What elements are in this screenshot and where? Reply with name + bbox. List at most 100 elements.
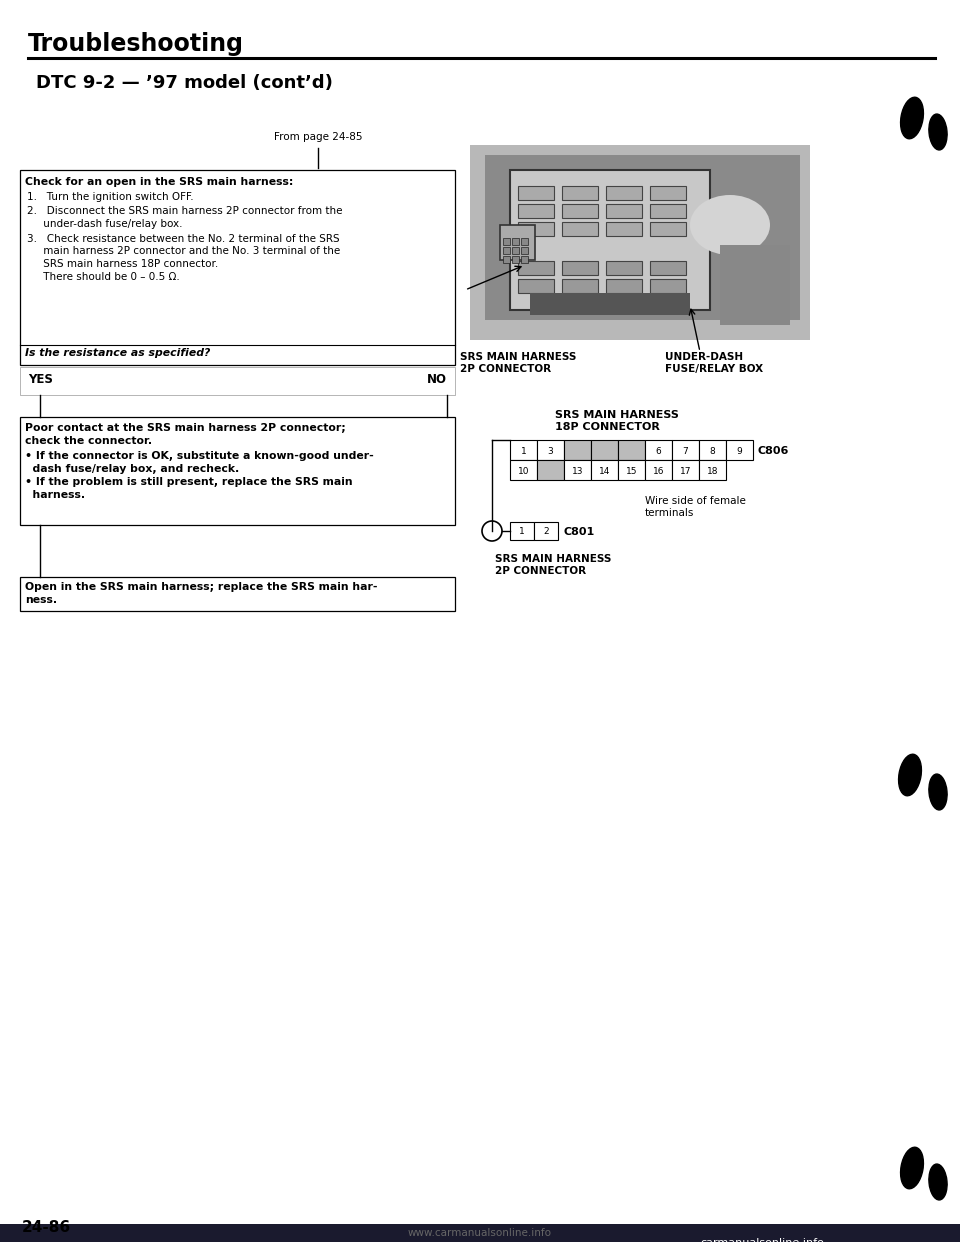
Text: 17: 17	[680, 467, 691, 476]
Bar	[518, 204, 554, 219]
Bar	[20, 170, 455, 365]
Text: • If the problem is still present, replace the SRS main: • If the problem is still present, repla…	[25, 477, 352, 487]
Bar	[470, 145, 810, 340]
Bar	[510, 170, 710, 310]
Bar	[720, 245, 790, 325]
Text: 16: 16	[653, 467, 664, 476]
Bar	[645, 460, 672, 479]
Text: 7: 7	[683, 447, 688, 456]
Ellipse shape	[900, 1148, 924, 1189]
Bar	[518, 261, 554, 274]
Bar	[562, 204, 598, 219]
Bar	[564, 460, 591, 479]
Bar	[606, 204, 642, 219]
Bar	[562, 279, 598, 293]
Text: Wire side of female: Wire side of female	[645, 496, 746, 505]
Text: 2P CONNECTOR: 2P CONNECTOR	[460, 364, 551, 374]
Bar	[518, 186, 554, 200]
Text: 2.   Disconnect the SRS main harness 2P connector from the
     under-dash fuse/: 2. Disconnect the SRS main harness 2P co…	[27, 206, 343, 229]
Bar	[606, 186, 642, 200]
Text: SRS MAIN HARNESS: SRS MAIN HARNESS	[495, 554, 612, 564]
Bar	[645, 440, 672, 460]
Text: dash fuse/relay box, and recheck.: dash fuse/relay box, and recheck.	[25, 465, 239, 474]
Text: Poor contact at the SRS main harness 2P connector;: Poor contact at the SRS main harness 2P …	[25, 424, 346, 433]
Bar	[534, 522, 558, 540]
Bar	[606, 222, 642, 236]
Text: • If the connector is OK, substitute a known-good under-: • If the connector is OK, substitute a k…	[25, 451, 373, 461]
Text: 2: 2	[543, 528, 549, 537]
Bar	[562, 186, 598, 200]
Bar	[591, 460, 618, 479]
Bar	[537, 440, 564, 460]
Bar	[650, 261, 686, 274]
Bar	[503, 238, 510, 245]
Bar	[512, 256, 519, 263]
Bar	[510, 522, 534, 540]
Text: www.carmanualsonline.info: www.carmanualsonline.info	[408, 1228, 552, 1238]
Bar	[503, 247, 510, 255]
Bar	[0, 1225, 960, 1242]
Bar	[672, 460, 699, 479]
Bar	[699, 440, 726, 460]
Bar	[618, 460, 645, 479]
Text: C801: C801	[563, 527, 594, 537]
Text: FUSE/RELAY BOX: FUSE/RELAY BOX	[665, 364, 763, 374]
Bar	[518, 222, 554, 236]
Bar	[562, 222, 598, 236]
Text: carmanualsonline.info: carmanualsonline.info	[700, 1238, 824, 1242]
Text: harness.: harness.	[25, 491, 85, 501]
Ellipse shape	[900, 97, 924, 139]
Bar	[650, 186, 686, 200]
Text: Open in the SRS main harness; replace the SRS main har-: Open in the SRS main harness; replace th…	[25, 582, 377, 592]
Ellipse shape	[690, 195, 770, 255]
Bar	[726, 440, 753, 460]
Bar	[510, 460, 537, 479]
Bar	[521, 256, 528, 263]
Text: 1: 1	[520, 447, 526, 456]
Text: UNDER-DASH: UNDER-DASH	[665, 351, 743, 361]
Bar	[699, 460, 726, 479]
Bar	[510, 440, 537, 460]
Bar	[650, 279, 686, 293]
Ellipse shape	[899, 754, 922, 796]
Bar	[591, 440, 618, 460]
Bar	[537, 460, 564, 479]
Bar	[512, 247, 519, 255]
Bar	[618, 440, 645, 460]
Text: YES: YES	[28, 373, 53, 386]
Text: Check for an open in the SRS main harness:: Check for an open in the SRS main harnes…	[25, 178, 294, 188]
Text: 6: 6	[656, 447, 661, 456]
Text: 1.   Turn the ignition switch OFF.: 1. Turn the ignition switch OFF.	[27, 193, 194, 202]
Bar	[606, 261, 642, 274]
Bar	[20, 578, 455, 611]
Text: 18: 18	[707, 467, 718, 476]
Text: 10: 10	[517, 467, 529, 476]
Text: 15: 15	[626, 467, 637, 476]
Ellipse shape	[929, 114, 948, 150]
Bar	[20, 417, 455, 525]
Text: From page 24-85: From page 24-85	[274, 132, 362, 142]
Text: 14: 14	[599, 467, 611, 476]
Text: 13: 13	[572, 467, 584, 476]
Bar	[521, 238, 528, 245]
Bar	[606, 279, 642, 293]
Bar	[672, 440, 699, 460]
Bar	[521, 247, 528, 255]
Bar	[485, 155, 800, 320]
Text: ness.: ness.	[25, 595, 58, 605]
Text: DTC 9-2 — ’97 model (cont’d): DTC 9-2 — ’97 model (cont’d)	[36, 75, 333, 92]
Text: 3: 3	[547, 447, 553, 456]
Bar	[562, 261, 598, 274]
Text: terminals: terminals	[645, 508, 694, 518]
Bar	[650, 204, 686, 219]
Text: Troubleshooting: Troubleshooting	[28, 32, 244, 56]
Bar	[20, 366, 455, 395]
Bar	[650, 222, 686, 236]
Text: 18P CONNECTOR: 18P CONNECTOR	[555, 422, 660, 432]
Bar	[503, 256, 510, 263]
Text: SRS MAIN HARNESS: SRS MAIN HARNESS	[555, 410, 679, 420]
Text: Is the resistance as specified?: Is the resistance as specified?	[25, 348, 210, 358]
Ellipse shape	[929, 1164, 948, 1200]
Text: NO: NO	[427, 373, 447, 386]
Text: check the connector.: check the connector.	[25, 436, 152, 446]
